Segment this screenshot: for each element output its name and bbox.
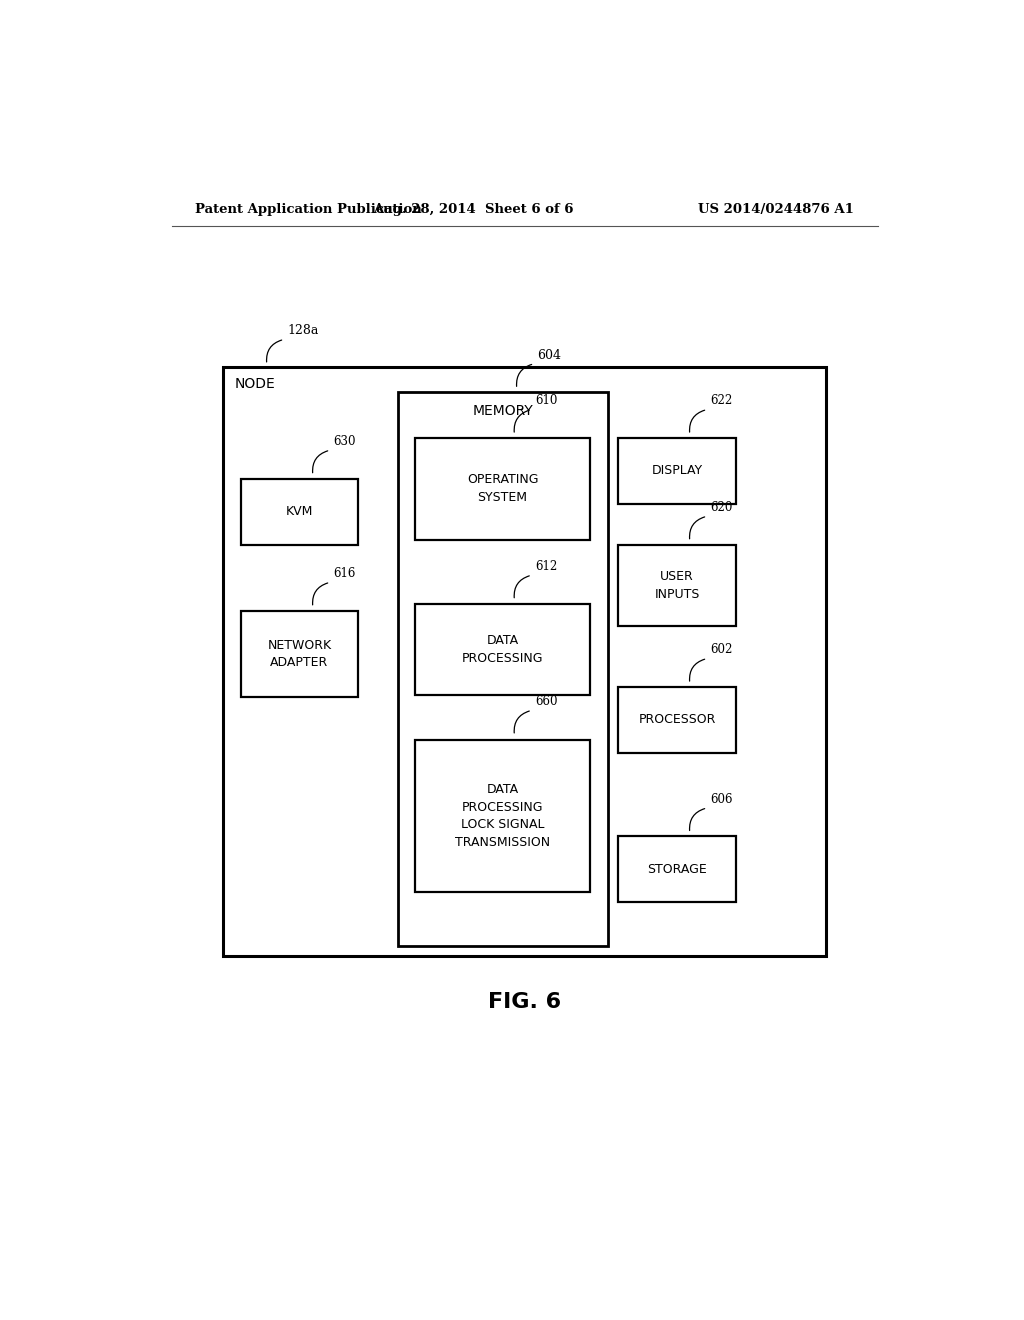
Text: STORAGE: STORAGE bbox=[647, 863, 707, 876]
Bar bbox=[241, 611, 358, 697]
Text: OPERATING
SYSTEM: OPERATING SYSTEM bbox=[467, 474, 539, 504]
Text: 610: 610 bbox=[536, 395, 557, 408]
Text: Aug. 28, 2014  Sheet 6 of 6: Aug. 28, 2014 Sheet 6 of 6 bbox=[373, 203, 573, 215]
Bar bbox=[618, 545, 736, 626]
Text: PROCESSOR: PROCESSOR bbox=[639, 714, 716, 726]
Text: NODE: NODE bbox=[234, 378, 275, 391]
Bar bbox=[397, 392, 608, 946]
Bar bbox=[416, 438, 590, 540]
Text: 604: 604 bbox=[538, 348, 561, 362]
Text: 630: 630 bbox=[334, 436, 356, 447]
Text: Patent Application Publication: Patent Application Publication bbox=[196, 203, 422, 215]
Text: DISPLAY: DISPLAY bbox=[651, 465, 702, 478]
Bar bbox=[618, 438, 736, 504]
Text: USER
INPUTS: USER INPUTS bbox=[654, 570, 699, 601]
Text: 128a: 128a bbox=[288, 325, 318, 338]
Bar bbox=[618, 837, 736, 903]
Bar bbox=[416, 603, 590, 696]
Text: MEMORY: MEMORY bbox=[473, 404, 534, 418]
Text: 606: 606 bbox=[711, 793, 733, 805]
Text: FIG. 6: FIG. 6 bbox=[488, 993, 561, 1012]
Bar bbox=[416, 739, 590, 892]
Text: 612: 612 bbox=[536, 560, 557, 573]
Bar bbox=[223, 367, 826, 956]
Bar bbox=[618, 686, 736, 752]
Text: US 2014/0244876 A1: US 2014/0244876 A1 bbox=[698, 203, 854, 215]
Text: 616: 616 bbox=[334, 568, 356, 581]
Text: DATA
PROCESSING: DATA PROCESSING bbox=[462, 634, 544, 664]
Text: 620: 620 bbox=[711, 502, 733, 515]
Bar bbox=[241, 479, 358, 545]
Text: 602: 602 bbox=[711, 643, 733, 656]
Text: 622: 622 bbox=[711, 395, 733, 408]
Text: KVM: KVM bbox=[286, 506, 313, 517]
Text: DATA
PROCESSING
LOCK SIGNAL
TRANSMISSION: DATA PROCESSING LOCK SIGNAL TRANSMISSION bbox=[455, 783, 550, 849]
Text: 660: 660 bbox=[536, 696, 558, 709]
Text: NETWORK
ADAPTER: NETWORK ADAPTER bbox=[267, 639, 332, 669]
